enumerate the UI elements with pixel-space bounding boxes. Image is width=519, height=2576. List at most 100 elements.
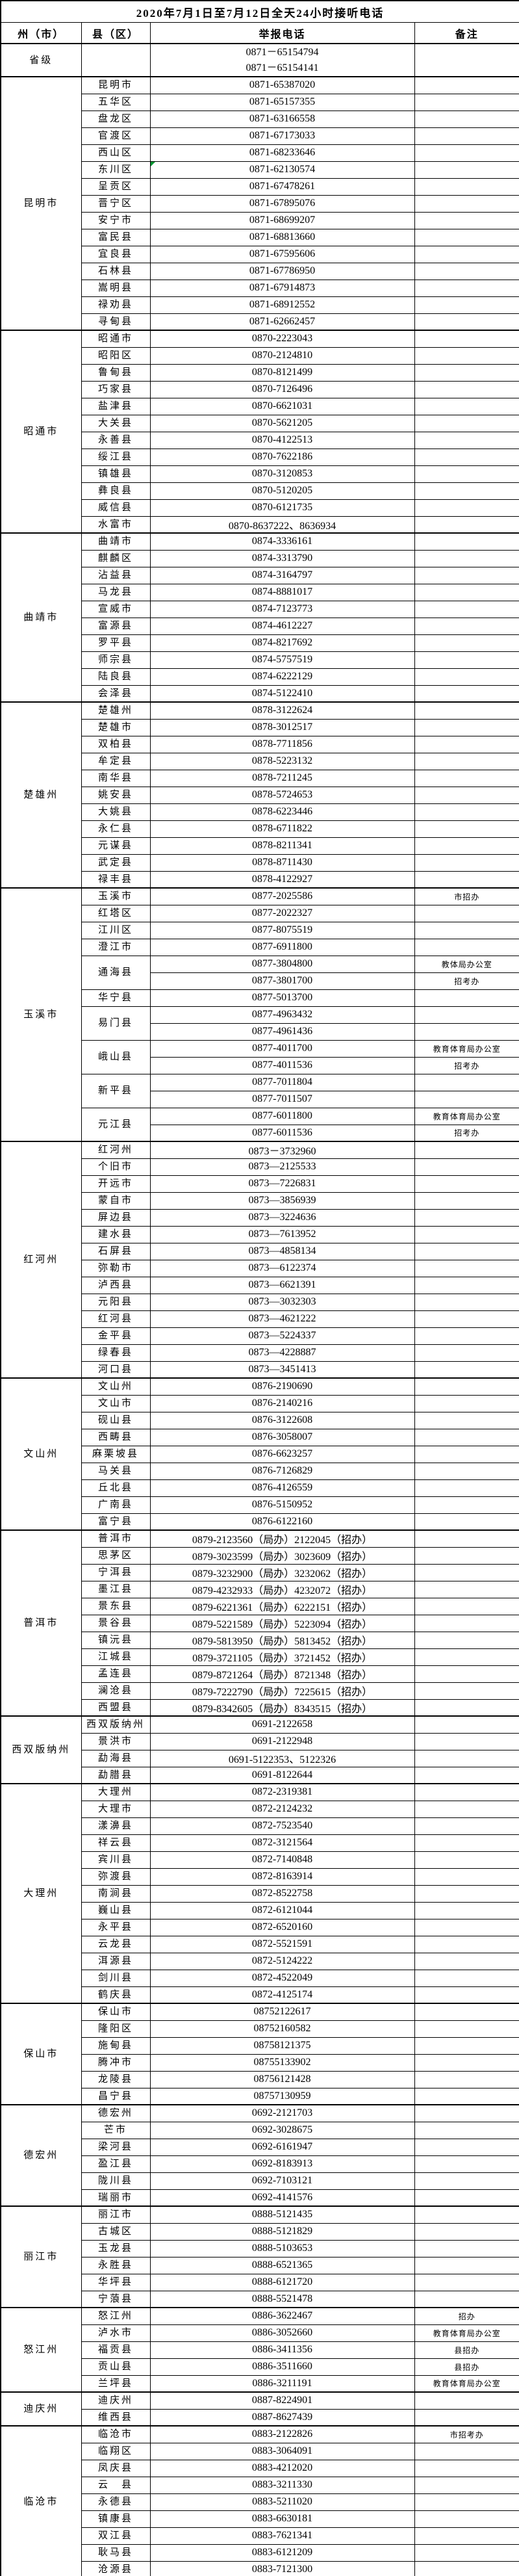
col-header-remark: 备注 xyxy=(414,22,519,44)
table-row: 巍山县 0872-6121044 xyxy=(1,1901,519,1919)
note-cell xyxy=(414,820,519,838)
district-cell: 峨山县 xyxy=(81,1039,151,1074)
district-cell: 大姚县 xyxy=(81,803,151,821)
phone-cell: 0888-6521365 xyxy=(149,2256,415,2274)
note-cell: 教育体育局办公室 xyxy=(414,2374,519,2393)
phone-cell: 0879-3232900（局办）3232062（招办） xyxy=(149,1563,415,1581)
district-cell: 维西县 xyxy=(81,2408,151,2426)
phone-number: 0871－65154794 xyxy=(246,46,319,58)
note-cell xyxy=(414,1225,519,1243)
table-row: 西畴县 0876-3058007 xyxy=(1,1428,519,1446)
note-cell xyxy=(414,1175,519,1193)
phone-cell: 0877-6911800 xyxy=(149,938,415,956)
note-cell: 县招办 xyxy=(414,2358,519,2376)
table-row: 贡山县 0886-3511660 县招办 xyxy=(1,2358,519,2376)
table-row: 永德县 0883-5211020 xyxy=(1,2493,519,2511)
phone-cell: 0877-3801700 xyxy=(149,972,415,990)
note-cell xyxy=(414,870,519,889)
table-row: 双江县 0883-7621341 xyxy=(1,2527,519,2545)
table-row: 瑞丽市 0692-4141576 xyxy=(1,2189,519,2207)
table-row: 屏边县 0873—3224636 xyxy=(1,1208,519,1227)
note-cell: 市招办 xyxy=(414,887,519,905)
table-row: 0877-4961436 xyxy=(1,1022,519,1041)
table-row: 澄江市 0877-6911800 xyxy=(1,938,519,956)
prefecture-cell: 昆明市 xyxy=(0,76,82,331)
table-row: 西山区 0871-68233646 xyxy=(1,144,519,162)
phone-cell: 0877-7011507 xyxy=(149,1090,415,1108)
phone-cell: 0872-8522758 xyxy=(149,1884,415,1903)
table-row: 大姚县 0878-6223446 xyxy=(1,803,519,821)
phone-cell: 0877-3804800 xyxy=(149,955,415,973)
note-cell xyxy=(414,144,519,162)
prefecture-cell: 保山市 xyxy=(0,2003,82,2105)
note-cell xyxy=(414,1732,519,1750)
note-cell xyxy=(414,1918,519,1936)
table-row: 文山州 文山州 0876-2190690 xyxy=(0,1377,519,1531)
note-cell: 市招考办 xyxy=(414,2425,519,2443)
note-cell xyxy=(414,1952,519,1970)
district-cell: 广南县 xyxy=(81,1496,151,1514)
note-cell xyxy=(414,2053,519,2072)
table-row: 迪庆州 迪庆州 0887-8224901 xyxy=(0,2391,519,2426)
district-cell: 永平县 xyxy=(81,1918,151,1936)
district-cell: 宣威市 xyxy=(81,600,151,618)
phone-cell: 0691-5122353、5122326 xyxy=(149,1749,415,1767)
table-row: 盐津县 0870-6621031 xyxy=(1,397,519,415)
district-cell: 富民县 xyxy=(81,228,151,246)
district-cell: 陆良县 xyxy=(81,668,151,686)
note-cell xyxy=(414,414,519,432)
phone-cell: 0871-67173033 xyxy=(149,127,415,145)
col-header-phone: 举报电话 xyxy=(149,22,415,44)
table-row: 石林县 0871-67786950 xyxy=(1,262,519,280)
table-row: 绥江县 0870-7622186 xyxy=(1,448,519,466)
district-cell: 石屏县 xyxy=(81,1242,151,1260)
table-row: 呈贡区 0871-67478261 xyxy=(1,177,519,196)
table-row: 思茅区 0879-3023599（局办）3023609（招办） xyxy=(1,1546,519,1565)
note-cell xyxy=(414,1293,519,1311)
phone-cell: 0876-4126559 xyxy=(149,1479,415,1497)
note-cell: 招考办 xyxy=(414,1056,519,1074)
note-cell: 教育体育局办公室 xyxy=(414,1039,519,1058)
note-cell xyxy=(414,1394,519,1412)
district-cell: 昭阳区 xyxy=(81,346,151,365)
phone-cell: 0879-5221589（局办）5223094（招办） xyxy=(149,1614,415,1632)
table-row: 大理市 0872-2124232 xyxy=(1,1800,519,1818)
district-cell: 永胜县 xyxy=(81,2256,151,2274)
district-cell: 石林县 xyxy=(81,262,151,280)
note-cell xyxy=(414,701,519,720)
note-cell xyxy=(414,1834,519,1852)
note-cell xyxy=(414,1428,519,1446)
district-cell: 东川区 xyxy=(81,161,151,179)
district-cell: 红塔区 xyxy=(81,904,151,922)
note-cell xyxy=(414,718,519,736)
table-row: 漾濞县 0872-7523540 xyxy=(1,1817,519,1835)
table-row: 弥渡县 0872-8163914 xyxy=(1,1867,519,1886)
district-cell: 西盟县 xyxy=(81,1698,151,1717)
district-cell: 通海县 xyxy=(81,955,151,990)
note-cell: 招考办 xyxy=(414,972,519,990)
district-cell: 双江县 xyxy=(81,2527,151,2545)
phone-cell: 0874-6222129 xyxy=(149,668,415,686)
phone-cell: 0873—6621391 xyxy=(149,1276,415,1294)
note-cell xyxy=(414,2020,519,2038)
district-cell: 景谷县 xyxy=(81,1614,151,1632)
table-row: 彝良县 0870-5120205 xyxy=(1,482,519,500)
phone-cell: 0871-67895076 xyxy=(149,194,415,213)
note-cell xyxy=(414,110,519,128)
note-cell xyxy=(414,2239,519,2257)
table-row: 鲁甸县 0870-8121499 xyxy=(1,363,519,382)
table-row: 会泽县 0874-5122410 xyxy=(1,684,519,703)
district-cell: 建水县 xyxy=(81,1225,151,1243)
district-cell: 云 县 xyxy=(81,2476,151,2494)
note-cell xyxy=(414,921,519,939)
note-cell xyxy=(414,465,519,483)
district-cell: 思茅区 xyxy=(81,1546,151,1565)
note-cell xyxy=(414,1191,519,1210)
note-cell xyxy=(414,684,519,703)
district-cell: 弥渡县 xyxy=(81,1867,151,1886)
title-row: 2020年7月1日至7月12日全天24小时接听电话 xyxy=(0,0,519,23)
note-cell xyxy=(414,1901,519,1919)
prefecture-cell: 丽江市 xyxy=(0,2205,82,2308)
phone-cell: 0887-8627439 xyxy=(149,2408,415,2426)
phone-cell: 0874-7123773 xyxy=(149,600,415,618)
